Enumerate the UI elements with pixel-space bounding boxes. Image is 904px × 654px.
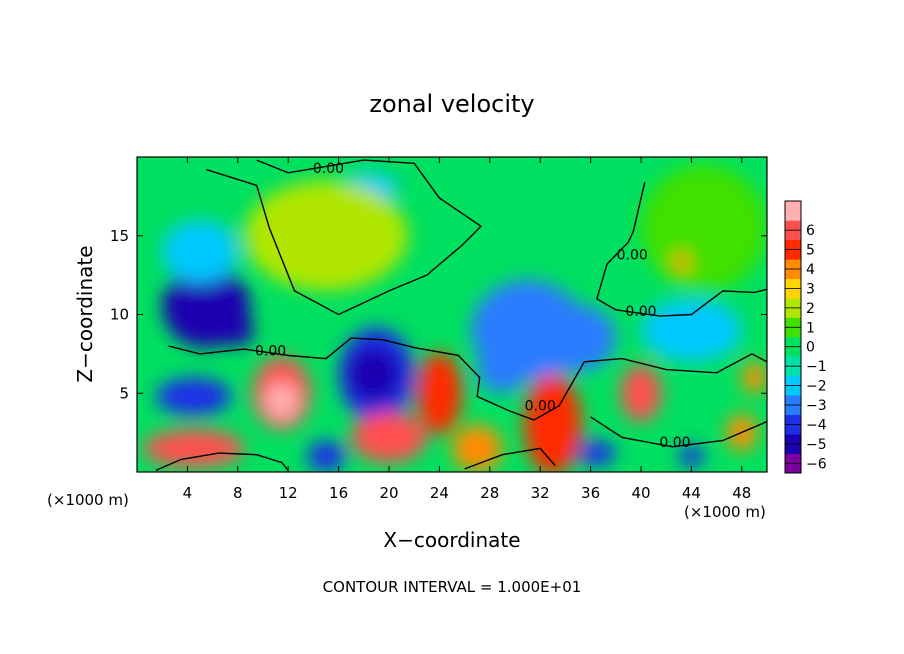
x-tick-label-36: 36 bbox=[581, 484, 600, 502]
zero-contour-2 bbox=[596, 182, 767, 317]
x-tick-label-44: 44 bbox=[682, 484, 701, 502]
field-blob-3 bbox=[162, 220, 238, 283]
field-blob-25 bbox=[672, 253, 691, 272]
field-blob-20 bbox=[307, 440, 345, 472]
colorbar-label--5: −5 bbox=[806, 437, 827, 453]
field-blob-22 bbox=[678, 445, 705, 468]
zero-contour-4 bbox=[590, 416, 767, 448]
x-tick-label-16: 16 bbox=[329, 484, 348, 502]
field-blob-6 bbox=[347, 346, 401, 403]
x-tick-label-8: 8 bbox=[233, 484, 243, 502]
x-tick-label-28: 28 bbox=[480, 484, 499, 502]
field-blob-2 bbox=[155, 377, 232, 416]
y-tick-label-15: 15 bbox=[110, 227, 129, 245]
field-blob-21 bbox=[578, 440, 616, 466]
y-axis-label: Z−coordinate bbox=[73, 245, 97, 382]
y-tick-label-10: 10 bbox=[110, 306, 129, 324]
colorbar-label--1: −1 bbox=[806, 359, 827, 375]
contour-labels: 0.00 0.00 0.00 0.00 0.00 0.00 bbox=[255, 161, 691, 451]
colorbar-label--6: −6 bbox=[806, 456, 827, 472]
field-blob-10 bbox=[641, 298, 742, 362]
colorbar-label-1: 1 bbox=[806, 320, 815, 336]
colorbar-label-6: 6 bbox=[806, 223, 815, 239]
x-axis-label: X−coordinate bbox=[383, 528, 520, 552]
contour-interval-note: CONTOUR INTERVAL = 1.000E+01 bbox=[323, 578, 582, 596]
zero-contour-0 bbox=[206, 159, 483, 316]
x-tick-label-40: 40 bbox=[631, 484, 650, 502]
x-unit-label-left: (×1000 m) bbox=[47, 491, 129, 509]
zero-contours bbox=[155, 159, 767, 472]
contour-label-3: 0.00 bbox=[625, 304, 656, 320]
contour-label-1: 0.00 bbox=[255, 343, 286, 359]
field-blob-14 bbox=[351, 412, 427, 463]
zero-contour-3 bbox=[155, 452, 289, 472]
field-blob-12 bbox=[264, 382, 300, 421]
x-tick-label-20: 20 bbox=[379, 484, 398, 502]
contour-label-4: 0.00 bbox=[525, 399, 556, 415]
colorbar-label-0: 0 bbox=[806, 340, 815, 356]
x-axis-ticks: 4 8 12 16 20 24 28 32 36 40 44 48 bbox=[183, 157, 751, 502]
field-blob-1 bbox=[216, 314, 255, 346]
field-blob-8 bbox=[527, 303, 616, 373]
zero-contour-1 bbox=[168, 337, 767, 421]
y-axis-ticks: 5 10 15 bbox=[110, 227, 767, 402]
contour-label-0: 0.00 bbox=[313, 161, 344, 177]
field-blob-19 bbox=[452, 424, 503, 472]
velocity-field bbox=[143, 164, 767, 472]
contour-label-2: 0.00 bbox=[617, 247, 648, 263]
x-unit-label-right: (×1000 m) bbox=[684, 503, 766, 521]
colorbar-label--4: −4 bbox=[806, 417, 827, 433]
colorbar-swatch-13 bbox=[785, 201, 801, 221]
chart-title: zonal velocity bbox=[369, 90, 534, 118]
plot-area: 0.00 0.00 0.00 0.00 0.00 0.00 bbox=[136, 156, 768, 473]
contour-label-5: 0.00 bbox=[659, 435, 690, 451]
colorbar-frame bbox=[784, 200, 802, 474]
colorbar-label-5: 5 bbox=[806, 243, 815, 259]
field-blob-26 bbox=[741, 361, 767, 394]
x-tick-label-24: 24 bbox=[430, 484, 449, 502]
field-blob-16 bbox=[523, 374, 582, 472]
zero-contour-5 bbox=[464, 447, 556, 470]
field-blob-17 bbox=[620, 364, 662, 422]
field-blob-15 bbox=[143, 429, 245, 468]
colorbar: −6 −5 −4 −3 −2 −1 0 1 2 3 4 5 6 bbox=[784, 200, 827, 474]
colorbar-label-2: 2 bbox=[806, 301, 815, 317]
colorbar-label--3: −3 bbox=[806, 398, 827, 414]
field-blob-13 bbox=[416, 352, 463, 435]
field-blob-9 bbox=[477, 346, 528, 394]
colorbar-label-3: 3 bbox=[806, 281, 815, 297]
field-blob-23 bbox=[244, 180, 408, 291]
x-tick-label-12: 12 bbox=[279, 484, 298, 502]
x-tick-label-32: 32 bbox=[531, 484, 550, 502]
colorbar-label--2: −2 bbox=[806, 379, 827, 395]
y-tick-label-5: 5 bbox=[119, 384, 129, 402]
x-tick-label-4: 4 bbox=[183, 484, 193, 502]
field-blob-24 bbox=[641, 164, 767, 291]
x-tick-label-48: 48 bbox=[732, 484, 751, 502]
colorbar-label-4: 4 bbox=[806, 262, 815, 278]
